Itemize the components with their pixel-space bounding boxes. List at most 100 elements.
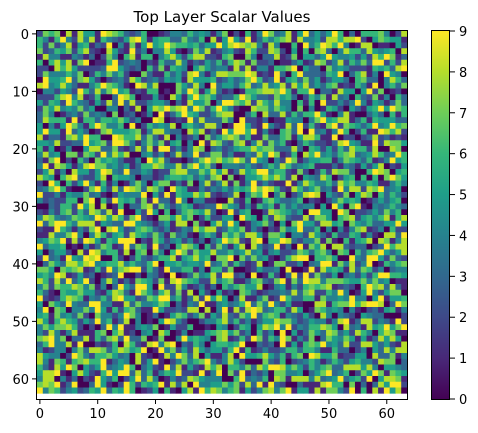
- heatmap-cell: [360, 65, 367, 72]
- heatmap-cell: [129, 157, 136, 164]
- heatmap-cell: [349, 215, 356, 222]
- heatmap-cell: [216, 238, 223, 245]
- heatmap-cell: [250, 134, 258, 141]
- heatmap-cell: [89, 289, 96, 296]
- heatmap-cell: [360, 215, 367, 222]
- heatmap-cell: [54, 105, 61, 112]
- heatmap-cell: [135, 151, 142, 158]
- heatmap-cell: [187, 387, 194, 394]
- heatmap-cell: [245, 266, 252, 273]
- heatmap-cell: [366, 134, 373, 141]
- heatmap-cell: [77, 278, 84, 285]
- heatmap-cell: [54, 71, 61, 78]
- heatmap-cell: [331, 255, 339, 262]
- heatmap-cell: [117, 341, 125, 348]
- heatmap-cell: [378, 381, 385, 388]
- heatmap-cell: [262, 335, 269, 342]
- heatmap-cell: [291, 364, 298, 371]
- heatmap-cell: [354, 266, 362, 273]
- heatmap-cell: [210, 77, 217, 84]
- heatmap-cell: [112, 146, 119, 153]
- heatmap-cell: [227, 364, 234, 371]
- heatmap-cell: [256, 151, 263, 158]
- heatmap-cell: [65, 370, 73, 377]
- heatmap-cell: [169, 249, 177, 256]
- heatmap-cell: [210, 238, 217, 245]
- heatmap-cell: [308, 266, 315, 273]
- heatmap-cell: [100, 88, 107, 95]
- heatmap-cell: [360, 324, 367, 331]
- heatmap-cell: [181, 111, 188, 118]
- heatmap-cell: [250, 163, 258, 170]
- heatmap-cell: [60, 163, 67, 170]
- heatmap-cell: [360, 71, 367, 78]
- heatmap-cell: [65, 71, 73, 78]
- heatmap-cell: [360, 272, 367, 279]
- heatmap-cell: [279, 123, 286, 130]
- heatmap-cell: [337, 77, 344, 84]
- heatmap-cell: [181, 151, 188, 158]
- heatmap-cell: [349, 335, 356, 342]
- heatmap-cell: [60, 295, 67, 302]
- heatmap-cell: [141, 232, 148, 239]
- heatmap-cell: [187, 82, 194, 89]
- heatmap-cell: [262, 307, 269, 314]
- heatmap-cell: [106, 140, 113, 147]
- heatmap-cell: [320, 341, 327, 348]
- heatmap-cell: [297, 301, 304, 308]
- heatmap-cell: [239, 295, 246, 302]
- heatmap-cell: [320, 197, 327, 204]
- heatmap-cell: [239, 370, 246, 377]
- heatmap-cell: [360, 238, 367, 245]
- heatmap-cell: [245, 151, 252, 158]
- heatmap-cell: [100, 381, 107, 388]
- heatmap-cell: [297, 243, 304, 250]
- heatmap-cell: [320, 364, 327, 371]
- heatmap-cell: [100, 387, 107, 394]
- heatmap-cell: [297, 157, 304, 164]
- heatmap-cell: [83, 335, 90, 342]
- heatmap-cell: [48, 301, 55, 308]
- heatmap-cell: [158, 82, 165, 89]
- heatmap-cell: [89, 31, 96, 38]
- heatmap-cell: [83, 289, 90, 296]
- heatmap-cell: [274, 42, 281, 49]
- heatmap-cell: [129, 48, 136, 55]
- heatmap-cell: [123, 163, 130, 170]
- heatmap-cell: [152, 174, 159, 181]
- heatmap-cell: [112, 180, 119, 187]
- heatmap-cell: [135, 100, 142, 107]
- heatmap-cell: [383, 36, 391, 43]
- heatmap-cell: [308, 353, 315, 360]
- heatmap-cell: [204, 301, 211, 308]
- heatmap-cell: [37, 151, 44, 158]
- heatmap-cell: [158, 318, 165, 325]
- heatmap-cell: [227, 169, 234, 176]
- heatmap-cell: [274, 387, 281, 394]
- heatmap-cell: [383, 307, 391, 314]
- heatmap-cell: [320, 100, 327, 107]
- heatmap-cell: [158, 100, 165, 107]
- heatmap-cell: [204, 59, 211, 66]
- heatmap-cell: [314, 203, 321, 210]
- heatmap-cell: [279, 77, 286, 84]
- heatmap-cell: [175, 381, 182, 388]
- heatmap-cell: [383, 284, 391, 291]
- heatmap-cell: [216, 203, 223, 210]
- heatmap-cell: [343, 42, 350, 49]
- heatmap-cell: [279, 278, 286, 285]
- heatmap-cell: [71, 226, 78, 233]
- heatmap-cell: [169, 261, 177, 268]
- heatmap-cell: [83, 312, 90, 319]
- heatmap-cell: [83, 301, 90, 308]
- heatmap-cell: [60, 59, 67, 66]
- heatmap-cell: [222, 318, 229, 325]
- heatmap-cell: [389, 197, 396, 204]
- heatmap-cell: [117, 123, 125, 130]
- heatmap-cell: [141, 324, 148, 331]
- heatmap-cell: [250, 100, 258, 107]
- heatmap-cell: [71, 266, 78, 273]
- heatmap-cell: [366, 335, 373, 342]
- colorbar-tick-label: 6: [459, 148, 467, 163]
- heatmap-cell: [146, 381, 154, 388]
